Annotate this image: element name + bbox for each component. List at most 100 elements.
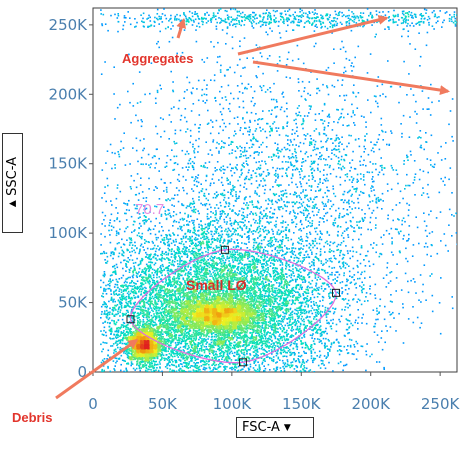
event-dot — [245, 243, 248, 245]
event-dot — [114, 330, 116, 333]
event-dot — [219, 69, 222, 71]
event-dot — [372, 186, 374, 188]
event-dot — [398, 219, 400, 221]
event-dot — [323, 158, 325, 160]
event-dot — [242, 117, 244, 119]
event-dot — [286, 58, 289, 60]
event-dot — [171, 285, 174, 287]
event-dot — [218, 359, 220, 361]
event-dot — [387, 190, 389, 192]
event-dot — [274, 200, 277, 203]
event-dot — [308, 175, 310, 177]
event-dot — [142, 246, 144, 248]
event-dot — [412, 321, 415, 324]
event-dot — [167, 285, 169, 287]
event-dot — [114, 365, 116, 367]
event-dot — [135, 193, 138, 196]
event-dot — [364, 148, 367, 150]
event-dot — [148, 14, 150, 17]
event-dot — [325, 205, 327, 207]
event-dot — [451, 98, 454, 100]
event-dot — [276, 10, 278, 12]
event-dot — [245, 278, 248, 280]
event-dot — [423, 148, 425, 151]
event-dot — [194, 239, 197, 241]
event-dot — [221, 233, 224, 236]
event-dot — [288, 184, 290, 186]
event-dot — [157, 369, 160, 372]
event-dot — [233, 354, 235, 357]
event-dot — [218, 9, 220, 12]
event-dot — [196, 88, 198, 90]
event-dot — [271, 109, 273, 112]
event-dot — [288, 248, 290, 250]
event-dot — [195, 260, 198, 263]
event-dot — [219, 253, 221, 255]
event-dot — [169, 361, 171, 363]
event-dot — [235, 133, 237, 135]
event-dot — [291, 201, 293, 204]
event-dot — [183, 189, 185, 192]
event-dot — [347, 227, 349, 229]
event-dot — [120, 331, 123, 333]
event-dot — [142, 149, 144, 152]
event-dot — [150, 277, 153, 280]
event-dot — [311, 174, 314, 177]
event-dot — [342, 256, 345, 259]
event-dot — [213, 79, 216, 82]
event-dot — [327, 201, 329, 203]
event-dot — [343, 159, 346, 162]
event-dot — [283, 258, 286, 260]
event-dot — [341, 308, 343, 311]
event-dot — [282, 91, 284, 94]
event-dot — [377, 196, 380, 199]
event-dot — [108, 287, 111, 290]
event-dot — [332, 322, 334, 325]
event-dot — [204, 166, 206, 169]
event-dot — [140, 163, 142, 165]
event-dot — [242, 215, 245, 217]
event-dot — [339, 350, 342, 352]
event-dot — [390, 313, 393, 315]
event-dot — [444, 176, 446, 179]
event-dot — [151, 156, 154, 159]
event-dot — [132, 82, 134, 85]
event-dot — [346, 15, 349, 17]
event-dot — [246, 247, 249, 249]
event-dot — [202, 100, 204, 102]
event-dot — [360, 227, 363, 229]
event-dot — [260, 86, 263, 89]
event-dot — [246, 142, 248, 144]
event-dot — [350, 220, 352, 223]
event-dot — [246, 216, 248, 218]
event-dot — [392, 311, 394, 314]
event-dot — [248, 228, 251, 230]
event-dot — [116, 106, 119, 109]
event-dot — [195, 40, 198, 43]
event-dot — [307, 285, 309, 288]
event-dot — [101, 252, 104, 255]
event-dot — [309, 249, 312, 251]
event-dot — [152, 321, 155, 324]
event-dot — [170, 121, 172, 123]
event-dot — [336, 280, 338, 282]
event-dot — [313, 338, 316, 340]
event-dot — [315, 302, 317, 304]
event-dot — [108, 282, 111, 285]
event-dot — [153, 25, 156, 27]
event-dot — [328, 16, 331, 18]
event-dot — [350, 29, 353, 32]
event-dot — [282, 311, 284, 313]
event-dot — [151, 268, 154, 271]
event-dot — [263, 365, 265, 367]
event-dot — [379, 198, 382, 201]
event-dot — [318, 133, 321, 136]
event-dot — [171, 359, 173, 361]
event-dot — [193, 361, 195, 364]
event-dot — [330, 257, 332, 260]
event-dot — [244, 127, 246, 129]
event-dot — [253, 241, 255, 244]
event-dot — [237, 221, 239, 224]
event-dot — [159, 247, 161, 250]
event-dot — [206, 84, 208, 86]
